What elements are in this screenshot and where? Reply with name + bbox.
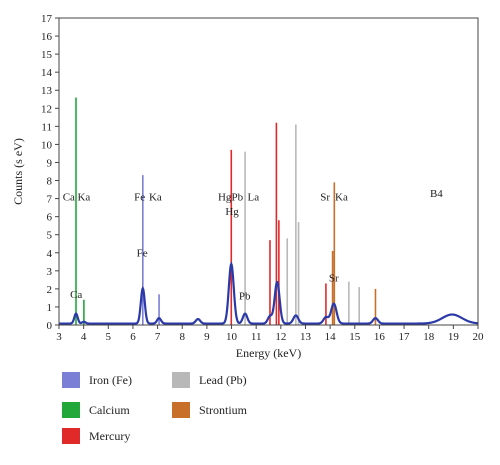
x-tick-label: 14	[325, 331, 337, 343]
legend-item-lead: Lead (Pb)	[172, 372, 247, 388]
y-tick-label: 12	[41, 103, 52, 115]
spectrum-chart: 3 4 5 6 7 8 9 10 11 12 13 14 15 16 17 18 19 2001234567891…	[11, 13, 484, 360]
y-tick-label: 16	[41, 31, 53, 43]
peak-label-hg: Hg	[225, 206, 239, 218]
x-tick-label: 9	[204, 331, 210, 343]
reference-lines	[75, 97, 377, 325]
peak-label-b4: B4	[430, 188, 443, 200]
y-tick-label: 13	[41, 85, 53, 97]
x-tick-label: 7	[155, 331, 161, 343]
legend-label-strontium: Strontium	[199, 402, 248, 417]
legend-item-mercury: Mercury	[62, 428, 130, 444]
peak-label-pb: Pb	[232, 191, 244, 203]
legend-swatch-iron	[62, 372, 80, 388]
peak-label-sr: Sr	[329, 273, 339, 285]
peak-label-sr: Sr	[320, 191, 330, 203]
y-tick-label: 5	[47, 230, 53, 242]
y-tick-label: 14	[41, 67, 53, 79]
legend-label-lead: Lead (Pb)	[199, 372, 247, 387]
x-tick-label: 15	[349, 331, 361, 343]
peak-label-ca: Ca	[70, 289, 82, 301]
x-tick-label: 18	[423, 331, 435, 343]
x-tick-label: 20	[473, 331, 485, 343]
y-tick-label: 1	[47, 302, 53, 314]
y-tick-label: 11	[41, 121, 52, 133]
peak-label-hg: Hg	[218, 191, 232, 203]
y-tick-label: 0	[47, 320, 53, 332]
y-tick-label: 15	[41, 49, 53, 61]
peak-label-fe: Fe	[137, 247, 148, 259]
peak-label-ka: Ka	[335, 191, 348, 203]
legend: Iron (Fe) Lead (Pb) Calcium Strontium Me…	[62, 372, 322, 462]
plot-frame	[58, 17, 479, 326]
spectrum-line	[59, 261, 479, 325]
y-tick-label: 8	[47, 176, 53, 188]
x-tick-label: 3	[56, 331, 62, 343]
peak-label-ca: Ca	[63, 191, 75, 203]
x-tick-label: 4	[81, 331, 87, 343]
y-tick-label: 2	[47, 284, 53, 296]
legend-label-mercury: Mercury	[89, 428, 131, 443]
legend-item-strontium: Strontium	[172, 402, 247, 418]
axes: 3 4 5 6 7 8 9 10 11 12 13 14 15 16 17 18 19 2001234567891…	[41, 13, 484, 343]
legend-label-calcium: Calcium	[89, 402, 130, 417]
legend-swatch-strontium	[172, 402, 190, 418]
y-tick-label: 4	[47, 248, 53, 260]
legend-item-iron: Iron (Fe)	[62, 372, 132, 388]
x-axis-title: Energy (keV)	[236, 346, 301, 360]
legend-item-calcium: Calcium	[62, 402, 130, 418]
y-tick-label: 10	[41, 139, 53, 151]
x-tick-label: 19	[448, 331, 460, 343]
x-tick-label: 6	[130, 331, 136, 343]
y-tick-label: 9	[47, 157, 53, 169]
legend-swatch-lead	[172, 372, 190, 388]
peak-label-ka: Ka	[149, 191, 162, 203]
x-tick-label: 12	[275, 331, 286, 343]
x-tick-label: 5	[106, 331, 112, 343]
y-tick-label: 7	[47, 194, 53, 206]
peak-label-la: La	[248, 191, 260, 203]
x-tick-label: 11	[251, 331, 262, 343]
peak-label-fe: Fe	[134, 191, 145, 203]
peak-label-pb: Pb	[239, 291, 251, 303]
x-tick-label: 8	[179, 331, 185, 343]
y-tick-label: 17	[41, 13, 53, 25]
x-tick-label: 13	[300, 331, 312, 343]
y-tick-label: 3	[47, 266, 53, 278]
x-tick-label: 17	[399, 331, 411, 343]
x-tick-label: 16	[374, 331, 386, 343]
legend-swatch-calcium	[62, 402, 80, 418]
legend-swatch-mercury	[62, 428, 80, 444]
x-tick-label: 10	[226, 331, 238, 343]
peak-label-ka: Ka	[77, 191, 90, 203]
spectrum-layer	[59, 261, 479, 325]
y-tick-label: 6	[47, 212, 53, 224]
legend-label-iron: Iron (Fe)	[89, 372, 132, 387]
y-axis-title: Counts (s eV)	[11, 138, 25, 205]
